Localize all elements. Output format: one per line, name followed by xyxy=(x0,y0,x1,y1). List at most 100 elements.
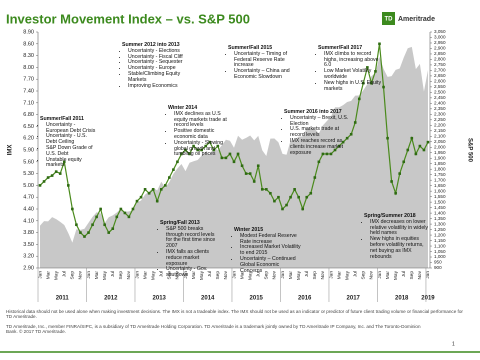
annotation: Spring/Summer 2018IMX decreases on lower… xyxy=(364,213,428,261)
y2-tick-label: 2,700 xyxy=(434,68,446,73)
imx-marker xyxy=(147,191,151,195)
annotation-item: Improving Economics xyxy=(128,83,200,90)
x-tick-label: Mar xyxy=(191,271,197,280)
x-tick-label: Jan xyxy=(280,271,286,279)
imx-marker xyxy=(79,231,82,234)
legal: TD Ameritrade, Inc., member FINRA/SIPC, … xyxy=(6,324,421,335)
imx-marker xyxy=(103,223,106,227)
x-tick-label: Mar xyxy=(385,271,391,280)
imx-marker xyxy=(111,227,115,230)
sp500-area xyxy=(40,46,428,268)
imx-marker xyxy=(345,136,349,140)
x-tick-label: Mar xyxy=(142,271,148,280)
annotation-list: Modest Federal Reserve Rate increaseIncr… xyxy=(234,233,302,275)
imx-marker xyxy=(309,191,313,195)
annotation-list: S&P 500 breaks through record levels for… xyxy=(160,226,220,279)
x-tick-label: Jul xyxy=(207,271,213,277)
y2-tick-label: 2,550 xyxy=(434,84,446,89)
imx-marker xyxy=(333,148,337,152)
imx-marker xyxy=(256,164,260,168)
imx-marker xyxy=(301,207,305,211)
y2-tick-label: 1,650 xyxy=(434,183,446,188)
annotation-list: Uncertainty – Brexit, U.S. ElectionU.S. … xyxy=(284,115,350,157)
annotation: Summer/Fall 2011Uncertainty - European D… xyxy=(40,116,96,169)
imx-marker xyxy=(83,235,86,238)
x-tick-label: May xyxy=(296,270,302,280)
annotation: Spring/Fall 2013S&P 500 breaks through r… xyxy=(160,220,220,279)
imx-marker xyxy=(362,81,365,85)
annotation: Summer/Fall 2017IMX climbs to record hig… xyxy=(318,45,384,93)
y2-tick-label: 1,250 xyxy=(434,227,446,232)
x-tick-label: Jul xyxy=(353,271,359,277)
y-tick-label: 7.70 xyxy=(23,77,34,83)
imx-marker xyxy=(42,180,46,183)
imx-marker xyxy=(313,176,317,179)
imx-marker xyxy=(176,160,179,164)
x-tick-label: Sep xyxy=(264,271,270,280)
y-tick-label: 3.20 xyxy=(23,254,34,260)
imx-marker xyxy=(184,148,187,152)
imx-marker xyxy=(107,231,111,234)
y2-tick-label: 2,450 xyxy=(434,95,446,100)
imx-marker xyxy=(228,152,232,156)
imx-marker xyxy=(273,199,276,203)
year-label: 2017 xyxy=(347,296,361,302)
imx-marker xyxy=(281,207,284,211)
annotation-list: IMX decreases on lower relative volatili… xyxy=(364,219,428,261)
y-tick-label: 8.90 xyxy=(23,29,34,35)
imx-marker xyxy=(317,160,321,164)
y2-tick-label: 1,000 xyxy=(434,254,446,259)
imx-marker xyxy=(370,81,373,85)
imx-marker xyxy=(325,152,329,156)
annotation-list: Uncertainty - ElectionsUncertainty - Fis… xyxy=(122,48,200,90)
imx-marker xyxy=(54,170,58,173)
annotation-item: Uncertainty – Brexit, U.S. Election xyxy=(290,115,350,128)
imx-marker xyxy=(159,188,163,191)
y2-tick-label: 2,300 xyxy=(434,112,446,117)
imx-marker xyxy=(353,121,357,124)
imx-marker xyxy=(71,207,74,211)
imx-marker xyxy=(426,140,430,144)
annotation-item: Positive domestic economic data xyxy=(174,128,232,141)
annotation-item: New highs in U.S. Equity markets xyxy=(324,80,384,93)
imx-marker xyxy=(410,136,414,140)
annotation-item: IMX declines as U.S equity markets trade… xyxy=(174,111,232,129)
imx-marker xyxy=(265,188,268,191)
x-tick-label: Jan xyxy=(134,271,140,279)
year-label: 2016 xyxy=(298,296,312,302)
y2-tick-label: 1,550 xyxy=(434,194,446,199)
y2-tick-label: 2,500 xyxy=(434,90,446,95)
imx-marker xyxy=(406,148,410,152)
imx-marker xyxy=(386,136,389,140)
imx-marker xyxy=(212,148,216,152)
imx-marker xyxy=(115,215,119,219)
y2-tick-label: 2,900 xyxy=(434,46,446,51)
y-tick-label: 8.00 xyxy=(23,65,34,71)
year-label: 2015 xyxy=(250,296,264,302)
annotation-list: IMX declines as U.S equity markets trade… xyxy=(168,111,232,158)
x-tick-label: Nov xyxy=(223,270,229,279)
page-number: 1 xyxy=(452,341,455,347)
y-tick-label: 8.30 xyxy=(23,53,34,59)
imx-marker xyxy=(155,199,159,203)
imx-marker xyxy=(67,184,70,187)
y-tick-label: 3.80 xyxy=(23,230,34,236)
imx-marker xyxy=(418,144,422,148)
y2-tick-label: 2,750 xyxy=(434,62,446,67)
y2-tick-label: 1,050 xyxy=(434,249,446,254)
y2-tick-label: 2,200 xyxy=(434,123,446,128)
annotation-title: Spring/Summer 2018 xyxy=(364,213,416,219)
annotation-item: Uncertainty - Elections xyxy=(128,48,200,55)
x-tick-label: Sep xyxy=(167,271,173,280)
y-tick-label: 6.20 xyxy=(23,136,34,142)
x-tick-label: Nov xyxy=(126,270,132,279)
imx-marker xyxy=(123,211,127,215)
x-tick-label: May xyxy=(199,270,205,280)
annotation-item: Modest Federal Reserve Rate increase xyxy=(240,233,302,246)
imx-marker xyxy=(357,97,361,101)
x-tick-label: Jan xyxy=(37,271,43,279)
x-tick-label: Mar xyxy=(94,271,100,280)
y2-axis-title: S&P 500 xyxy=(466,138,472,163)
imx-marker xyxy=(329,152,333,156)
